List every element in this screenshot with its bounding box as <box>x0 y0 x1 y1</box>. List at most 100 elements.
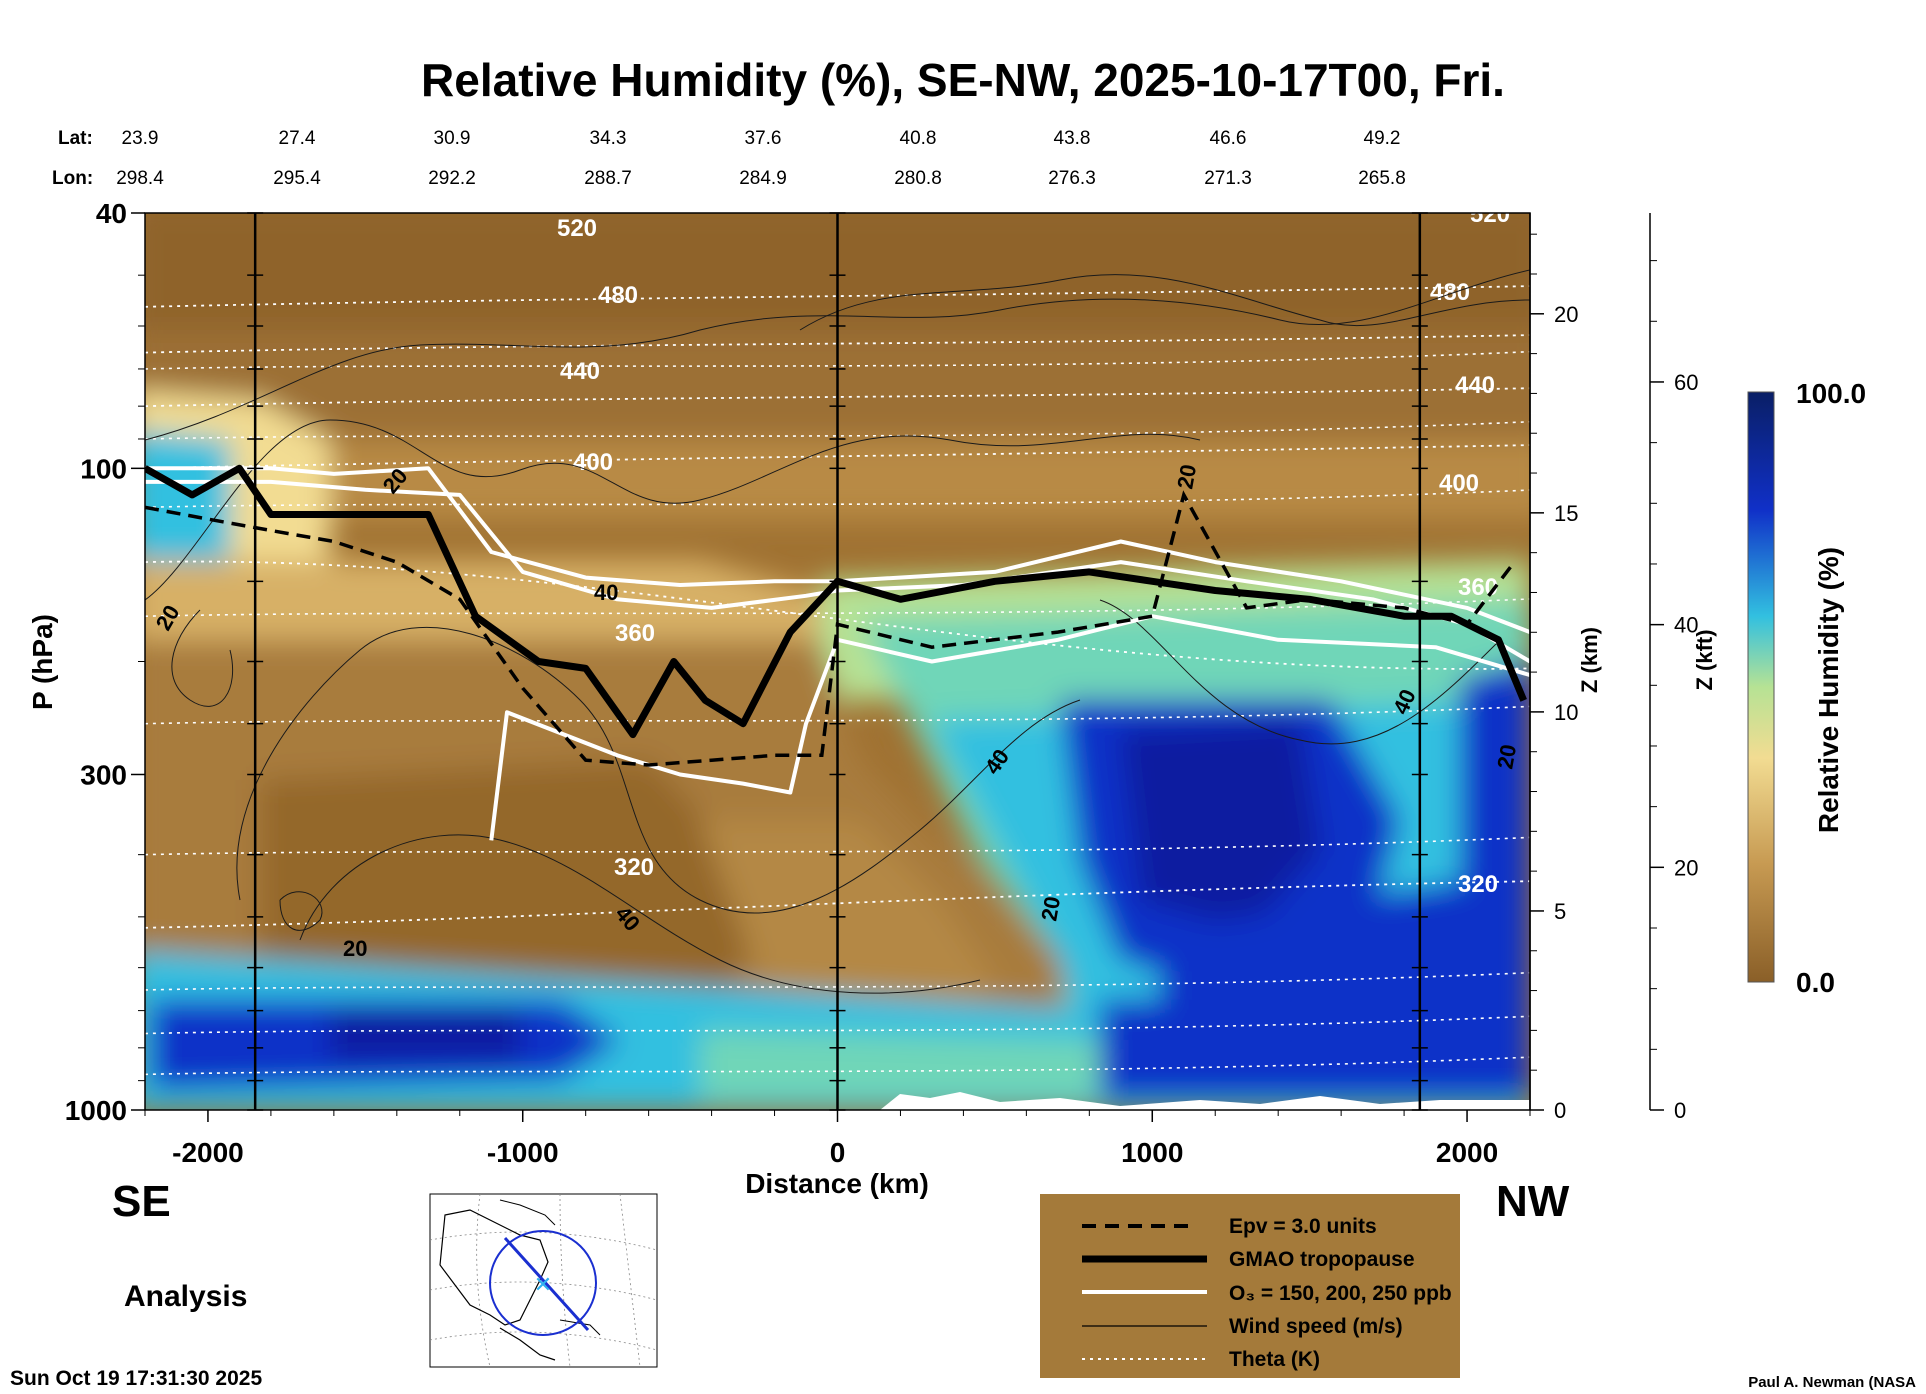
z-km-axis: 0 5 10 15 20 <box>1529 213 1578 1123</box>
theta-line <box>145 1056 1530 1076</box>
theta-line <box>145 334 1530 354</box>
colorbar-label: Relative Humidity (%) <box>1813 547 1844 833</box>
z-km-tick-label: 20 <box>1554 302 1578 327</box>
lon-value: 284.9 <box>739 168 787 189</box>
x-tick-label: -2000 <box>172 1137 244 1168</box>
lat-value: 37.6 <box>745 128 782 149</box>
rh-label: 20 <box>1036 894 1065 922</box>
epv-line <box>145 490 1516 767</box>
legend-entry: GMAO tropopause <box>1082 1248 1415 1271</box>
theta-label: 520 <box>1470 201 1510 228</box>
theta-line <box>145 880 1530 929</box>
theta-label: 360 <box>1458 574 1498 601</box>
theta-line <box>145 836 1530 856</box>
y-tick-label: 100 <box>80 453 127 484</box>
colorbar: 100.0 0.0 Relative Humidity (%) <box>1747 378 1866 998</box>
theta-line <box>145 489 1530 509</box>
rh-label: 20 <box>343 936 367 961</box>
z-kft-axis-label: Z (kft) <box>1692 629 1717 690</box>
y-axis: 1000 300 100 40 <box>65 198 145 1126</box>
legend-entry: O₃ = 150, 200, 250 ppb <box>1082 1282 1452 1305</box>
wind-speed-contours <box>145 269 1530 994</box>
lon-value: 295.4 <box>273 168 321 189</box>
theta-label: 440 <box>560 358 600 385</box>
x-tick-label: 0 <box>830 1137 846 1168</box>
y-tick-label: 40 <box>96 198 127 229</box>
z-kft-tick-label: 20 <box>1674 855 1698 880</box>
lon-value: 265.8 <box>1358 168 1406 189</box>
y-tick-label: 1000 <box>65 1095 127 1126</box>
colorbar-max: 100.0 <box>1796 378 1866 409</box>
footer-timestamp: Sun Oct 19 17:31:30 2025 <box>10 1367 262 1390</box>
y-axis-label: P (hPa) <box>27 614 58 710</box>
z-kft-tick-label: 40 <box>1674 613 1698 638</box>
z-km-tick-label: 15 <box>1554 501 1578 526</box>
chart-title: Relative Humidity (%), SE-NW, 2025-10-17… <box>421 54 1505 106</box>
lat-value: 30.9 <box>434 128 471 149</box>
analysis-label: Analysis <box>124 1280 247 1313</box>
nw-label: NW <box>1496 1177 1570 1226</box>
lat-value: 34.3 <box>590 128 627 149</box>
legend-label: GMAO tropopause <box>1229 1248 1415 1271</box>
lat-value: 43.8 <box>1054 128 1091 149</box>
theta-label: 400 <box>573 449 613 476</box>
x-axis-label: Distance (km) <box>745 1168 929 1199</box>
x-tick-label: 2000 <box>1436 1137 1498 1168</box>
svg-text:✕: ✕ <box>534 1272 552 1297</box>
rh-label: 20 <box>1492 742 1521 770</box>
lon-value: 288.7 <box>584 168 632 189</box>
colorbar-scale <box>1747 391 1775 983</box>
z-kft-axis: 0 20 40 60 <box>1649 213 1698 1123</box>
lon-value: 276.3 <box>1048 168 1096 189</box>
theta-line <box>145 1015 1530 1035</box>
theta-label: 320 <box>1458 871 1498 898</box>
z-km-tick-label: 5 <box>1554 899 1566 924</box>
colorbar-min: 0.0 <box>1796 967 1835 998</box>
x-tick-label: 1000 <box>1121 1137 1183 1168</box>
theta-line <box>145 387 1530 408</box>
x-axis: -2000 -1000 0 1000 2000 <box>144 1110 1531 1168</box>
z-kft-tick-label: 0 <box>1674 1098 1686 1123</box>
theta-lines: 520 520 480 480 440 440 400 400 360 360 320 320 <box>145 201 1530 1076</box>
theta-line <box>145 705 1530 725</box>
theta-label: 440 <box>1455 372 1495 399</box>
lat-label: Lat: <box>58 128 93 149</box>
lat-value: 49.2 <box>1364 128 1401 149</box>
theta-label: 320 <box>614 854 654 881</box>
theta-label: 480 <box>1430 279 1470 306</box>
legend-label: Wind speed (m/s) <box>1229 1315 1403 1338</box>
rh-label: 40 <box>594 580 618 605</box>
locator-map: ✕ <box>429 1193 658 1368</box>
legend-label: Epv = 3.0 units <box>1229 1215 1377 1238</box>
ozone-lines <box>145 466 1530 841</box>
x-tick-label: -1000 <box>487 1137 559 1168</box>
tropopause-line <box>145 464 1527 739</box>
lon-value: 298.4 <box>116 168 164 189</box>
theta-line <box>145 420 1530 440</box>
y-tick-label: 300 <box>80 759 127 790</box>
lon-value: 280.8 <box>894 168 942 189</box>
lat-value: 27.4 <box>279 128 316 149</box>
theta-label: 520 <box>557 215 597 242</box>
ozone-line <box>145 479 1530 664</box>
theta-line <box>145 971 1530 991</box>
z-km-tick-label: 10 <box>1554 700 1578 725</box>
legend-entry: Wind speed (m/s) <box>1082 1315 1403 1338</box>
ozone-line <box>489 614 1530 841</box>
lat-value: 46.6 <box>1210 128 1247 149</box>
ozone-line <box>145 466 1530 634</box>
lon-value: 271.3 <box>1204 168 1252 189</box>
theta-label: 400 <box>1439 470 1479 497</box>
theta-line <box>145 560 1530 670</box>
theta-line <box>145 350 1530 370</box>
legend-label: Theta (K) <box>1229 1348 1320 1371</box>
theta-label: 480 <box>598 282 638 309</box>
lon-label: Lon: <box>52 168 93 189</box>
z-km-axis-label: Z (km) <box>1577 627 1602 693</box>
legend-label: O₃ = 150, 200, 250 ppb <box>1229 1282 1452 1305</box>
lat-value: 40.8 <box>900 128 937 149</box>
theta-label: 360 <box>615 620 655 647</box>
legend-entry: Theta (K) <box>1082 1348 1320 1371</box>
rh-label: 20 <box>1172 462 1201 490</box>
